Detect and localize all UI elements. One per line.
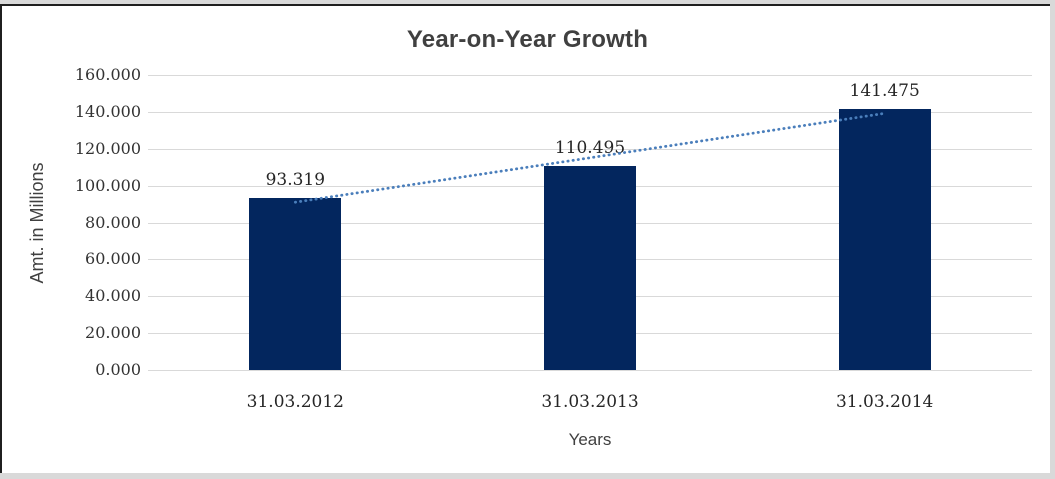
bar-31.03.2013 (544, 166, 636, 370)
frame-strip-top (0, 0, 1055, 4)
bar-value-label: 110.495 (554, 138, 626, 159)
plot-area (148, 75, 1032, 371)
bar-value-label: 141.475 (849, 81, 920, 102)
y-tick-label: 40.000 (85, 286, 141, 306)
y-tick-label: 60.000 (85, 249, 141, 269)
gridline (148, 370, 1032, 371)
frame-border-top (0, 4, 1050, 6)
bar-value-label: 93.319 (265, 169, 326, 190)
y-tick-label: 20.000 (85, 323, 141, 343)
y-tick-label: 140.000 (74, 101, 141, 121)
bar-31.03.2012 (249, 197, 342, 370)
x-category-label: 31.03.2012 (246, 392, 344, 412)
x-axis-title: Years (568, 430, 612, 449)
chart-title: Year-on-Year Growth (406, 26, 649, 53)
y-tick-label: 120.000 (74, 138, 141, 158)
y-tick-label: 0.000 (95, 360, 141, 379)
bar-31.03.2014 (838, 109, 931, 370)
frame-strip-right (1050, 0, 1055, 479)
x-category-label: 31.03.2014 (835, 392, 934, 412)
y-tick-label: 160.000 (74, 65, 141, 84)
frame-strip-bottom (0, 473, 1055, 479)
x-category-label: 31.03.2013 (541, 392, 639, 412)
y-tick-label: 100.000 (74, 175, 141, 195)
y-tick-label: 80.000 (85, 212, 141, 232)
frame-border-left (0, 4, 2, 473)
gridline (148, 75, 1032, 76)
